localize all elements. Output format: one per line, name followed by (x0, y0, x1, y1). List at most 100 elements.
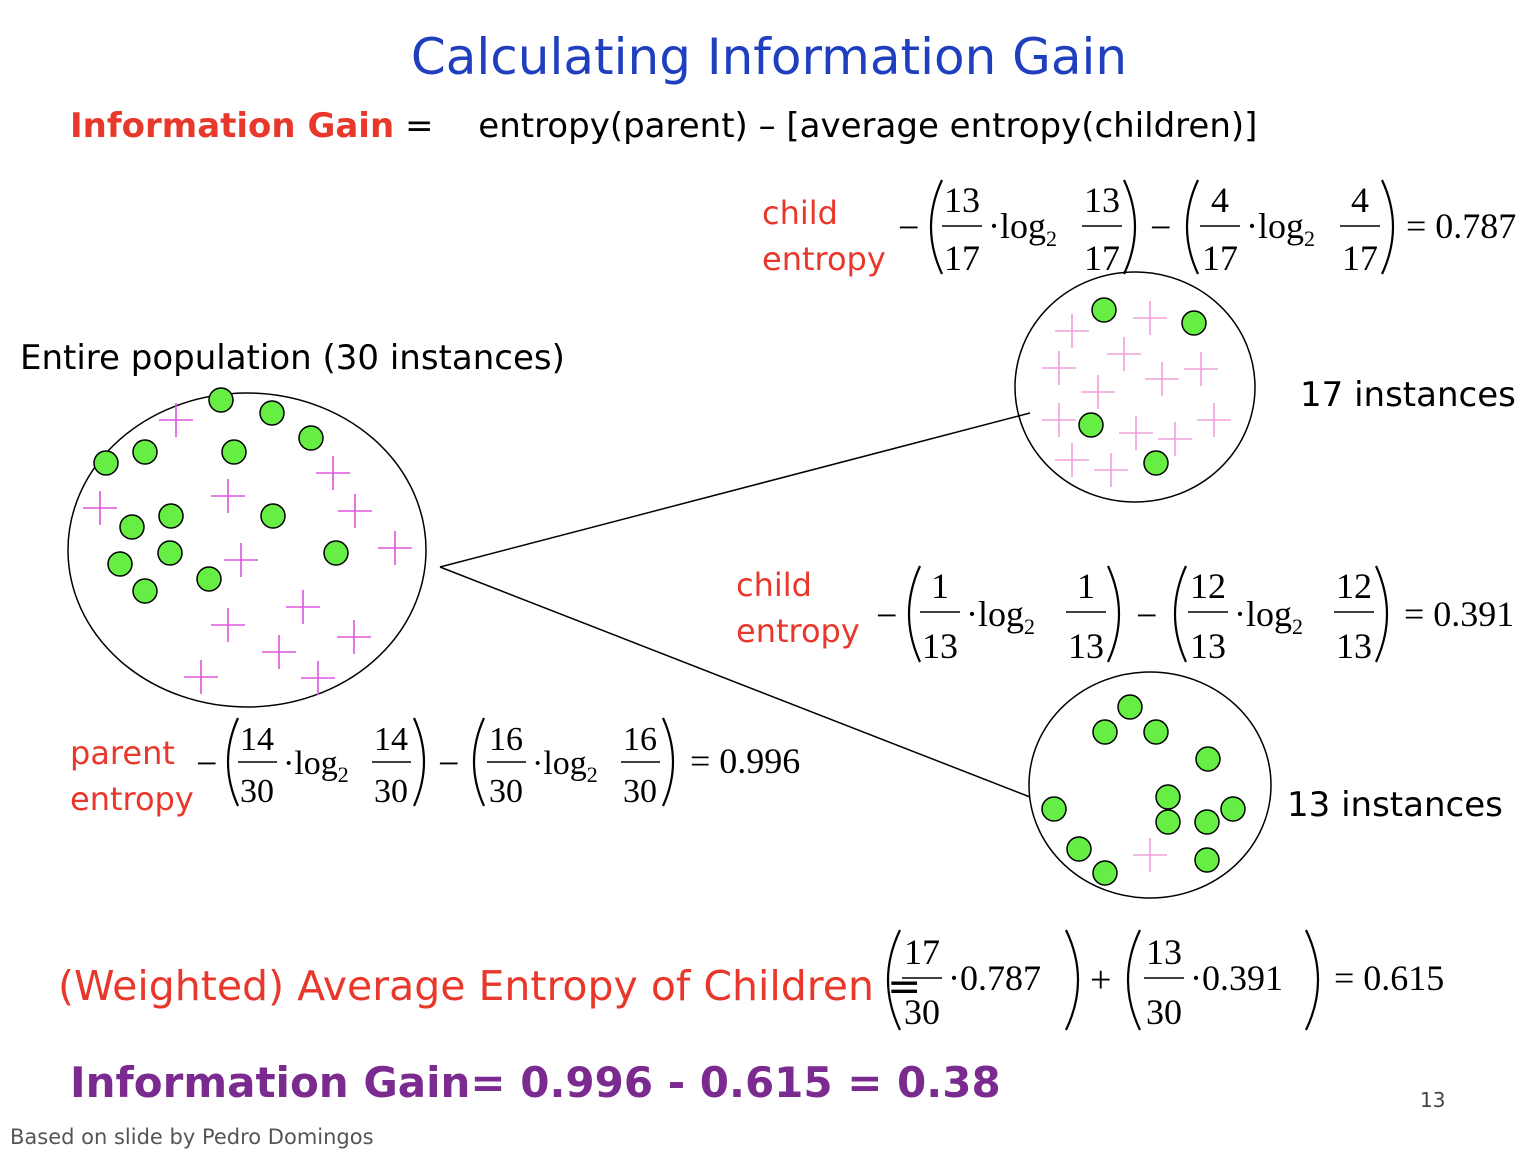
child-top-frac1-den: 17 (944, 238, 980, 278)
child-top-minus-2: − (1150, 207, 1171, 249)
child-top-plus-instance (1107, 337, 1141, 371)
parent-circle-instance (93, 450, 119, 476)
parent-circle-instance (208, 387, 234, 413)
child-bottom-circle-instance (1194, 809, 1220, 835)
child-bottom-circle-instance (1041, 796, 1067, 822)
child-bottom-circle-instance (1195, 746, 1221, 772)
child-top-plus-instance (1158, 422, 1192, 456)
child-bottom-paren-l1 (907, 565, 922, 663)
child-bottom-circle-instance (1220, 796, 1246, 822)
child-bottom-frac2-num: 1 (1077, 566, 1095, 606)
child-top-paren-l1 (929, 179, 943, 275)
definition-formula: entropy(parent) – [average entropy(child… (478, 106, 1258, 146)
weighted-average-label: (Weighted) Average Entropy of Children = (58, 962, 921, 1010)
parent-paren-r2 (661, 717, 675, 807)
population-label: Entire population (30 instances) (20, 338, 565, 378)
parent-circle-instance (260, 503, 286, 529)
parent-plus-instance (211, 608, 245, 642)
weighted-label-text: (Weighted) Average Entropy of Children (58, 962, 874, 1010)
child-bottom-circle-instance (1194, 847, 1220, 873)
child-top-frac2-num: 13 (1084, 180, 1120, 220)
child-top-paren-r2 (1381, 179, 1395, 275)
child-top-paren-l2 (1185, 179, 1199, 275)
parent-log2: ·log2 (532, 745, 598, 787)
child-top-plus-instance (1145, 362, 1179, 396)
child-bottom-log2: ·log2 (1234, 594, 1303, 639)
parent-circle-instance (119, 514, 145, 540)
information-gain-result: Information Gain= 0.996 - 0.615 = 0.38 (70, 1058, 1001, 1107)
child-top-ellipse (1014, 271, 1256, 503)
child-top-circle-instance (1078, 412, 1104, 438)
child-top-frac3-num: 4 (1211, 180, 1229, 220)
child-bottom-paren-r2 (1374, 565, 1389, 663)
weighted-frac2-den: 30 (1146, 992, 1182, 1032)
parent-circle-instance (158, 503, 184, 529)
weighted-average-formula: 17 30 ·0.787 + 13 30 ·0.391 = 0.615 (886, 929, 1444, 1032)
parent-plus-instance (316, 456, 350, 490)
child-bottom-circle-instance (1155, 809, 1181, 835)
child-bottom-frac1-num: 1 (931, 566, 949, 606)
parent-circle-instance (196, 566, 222, 592)
child-top-plus-instance (1055, 443, 1089, 477)
parent-frac1-den: 30 (240, 773, 274, 810)
slide-title: Calculating Information Gain (410, 28, 1128, 86)
child-bottom-minus-1: − (876, 595, 897, 637)
parent-label-line1: parent (70, 734, 175, 772)
child-bottom-paren-l2 (1173, 565, 1188, 663)
child-bottom-circle-instance (1066, 836, 1092, 862)
child-top-log1: ·log2 (988, 206, 1057, 251)
split-line-top (439, 412, 1031, 568)
child-bottom-frac1-den: 13 (922, 626, 958, 666)
parent-population-ellipse (67, 392, 427, 708)
parent-circle-instance (157, 540, 183, 566)
parent-entropy-result: = 0.996 (690, 741, 800, 781)
weighted-frac1-den: 30 (904, 992, 940, 1032)
parent-circle-instance (132, 578, 158, 604)
child-top-instances: 17 instances (1300, 375, 1516, 415)
definition: Information Gain = entropy(parent) – [av… (70, 106, 1257, 146)
child-bottom-label-line1: child (736, 566, 812, 604)
weighted-paren-r1 (1065, 929, 1080, 1031)
parent-minus-1: − (196, 743, 217, 785)
parent-frac2-den: 30 (374, 773, 408, 810)
parent-frac1-num: 14 (240, 721, 274, 758)
child-bottom-circle-instance (1092, 860, 1118, 886)
child-bottom-entropy-result: = 0.391 (1404, 594, 1514, 634)
parent-frac2-num: 14 (374, 721, 408, 758)
parent-circle-instance (323, 540, 349, 566)
child-bottom-paren-r1 (1106, 565, 1121, 663)
child-top-circle-instance (1091, 297, 1117, 323)
parent-circle-instance (132, 439, 158, 465)
parent-paren-l1 (226, 717, 240, 807)
instance-marks (83, 297, 1246, 886)
weighted-result: = 0.615 (1334, 958, 1444, 998)
child-top-entropy-label: child entropy (762, 190, 886, 282)
child-bottom-minus-2: − (1136, 595, 1157, 637)
child-top-minus-1: − (898, 207, 919, 249)
weighted-frac1-num: 17 (904, 932, 940, 972)
weighted-paren-l1 (886, 929, 901, 1031)
parent-circle-instance (259, 400, 285, 426)
child-bottom-circle-instance (1155, 784, 1181, 810)
definition-label: Information Gain (70, 106, 395, 146)
child-bottom-plus-instance (1133, 838, 1167, 872)
weighted-value-2: ·0.391 (1190, 958, 1283, 998)
parent-paren-r1 (412, 717, 426, 807)
parent-plus-instance (159, 403, 193, 437)
child-top-plus-instance (1055, 314, 1089, 348)
parent-plus-instance (211, 479, 245, 513)
parent-frac3-den: 30 (489, 773, 523, 810)
child-top-entropy-formula: − 13 17 ·log2 13 17 − 4 17 ·log2 4 17 = … (898, 179, 1516, 278)
child-top-frac4-den: 17 (1342, 238, 1378, 278)
parent-frac4-num: 16 (623, 721, 657, 758)
weighted-frac2-num: 13 (1146, 932, 1182, 972)
child-bottom-circle-instance (1143, 719, 1169, 745)
child-top-plus-instance (1094, 453, 1128, 487)
parent-plus-instance (83, 491, 117, 525)
weighted-paren-l2 (1126, 929, 1141, 1031)
parent-plus-instance (262, 635, 296, 669)
child-bottom-frac2-den: 13 (1068, 626, 1104, 666)
child-bottom-frac4-den: 13 (1336, 626, 1372, 666)
definition-equals: = (394, 106, 434, 146)
